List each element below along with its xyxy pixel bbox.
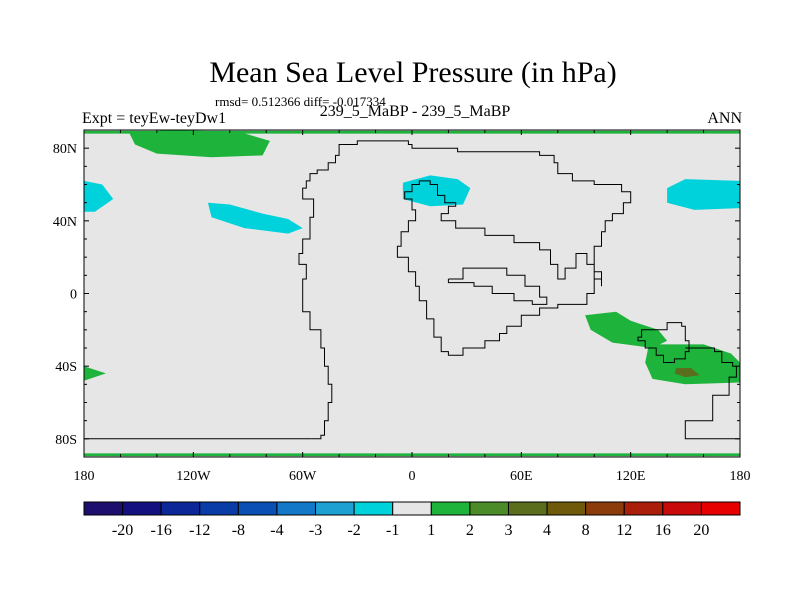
experiment-label: Expt = teyEw-teyDw1 <box>82 110 227 127</box>
colorbar-swatch <box>585 501 625 516</box>
stats-label: rmsd= 0.512366 diff= -0.017334 <box>215 94 386 109</box>
x-tick-label: 120E <box>616 469 646 484</box>
colorbar-label: -8 <box>232 522 245 539</box>
y-axis: 80N 40N 0 40S 80S <box>53 142 740 448</box>
colorbar-swatch <box>469 501 509 516</box>
colorbar-label: 2 <box>466 522 474 539</box>
region-northpacific-negative-west <box>84 180 114 212</box>
colorbar-swatch <box>430 501 471 516</box>
colorbar-label: 20 <box>693 522 709 539</box>
region-northpacific-negative-east <box>667 179 740 210</box>
colorbar-label: 12 <box>616 522 632 539</box>
colorbar-label: -4 <box>270 522 283 539</box>
coastlines <box>84 140 740 440</box>
region-southernocean-positive <box>645 344 740 385</box>
region-southernocean-core <box>674 368 700 378</box>
colorbar-swatch <box>700 501 741 516</box>
colorbar-swatch <box>507 501 548 516</box>
colorbar-label: -1 <box>386 522 399 539</box>
colorbar: -20 -16 -12 -8 -4 -3 -2 -1 1 2 3 4 8 12 16 20 <box>83 501 741 539</box>
x-tick-label: 120W <box>176 469 211 484</box>
coastline-3 <box>684 347 740 440</box>
y-tick-label: 40N <box>53 215 77 230</box>
colorbar-label: -16 <box>151 522 172 539</box>
colorbar-swatch <box>546 501 587 516</box>
x-tick-label: 0 <box>409 469 416 484</box>
y-tick-label: 40S <box>55 360 77 375</box>
colorbar-swatch <box>392 501 432 516</box>
colorbar-label: -3 <box>309 522 322 539</box>
colorbar-swatch <box>122 501 162 516</box>
colorbar-swatch <box>237 501 278 516</box>
field-regions <box>84 130 740 457</box>
x-axis: 180 120W 60W 0 60E 120E 180 <box>74 130 751 484</box>
coastline-1 <box>298 140 632 440</box>
colorbar-label: 4 <box>543 522 551 539</box>
colorbar-swatch <box>83 501 124 516</box>
colorbar-label: -2 <box>347 522 360 539</box>
colorbar-swatch <box>199 501 239 516</box>
y-tick-label: 0 <box>70 288 77 303</box>
colorbar-label: 16 <box>655 522 671 539</box>
colorbar-swatch <box>353 501 394 516</box>
colorbar-swatch <box>623 501 664 516</box>
coastline-4 <box>447 267 548 305</box>
coastline-2 <box>637 322 690 363</box>
x-tick-label: 180 <box>74 469 95 484</box>
colorbar-label: 3 <box>504 522 512 539</box>
colorbar-swatch <box>315 501 355 516</box>
colorbar-label: -12 <box>189 522 210 539</box>
colorbar-label: 1 <box>427 522 435 539</box>
colorbar-swatch <box>276 501 317 516</box>
x-tick-label: 60E <box>510 469 533 484</box>
colorbar-label: -20 <box>112 522 133 539</box>
region-southatlantic-positive <box>84 366 106 381</box>
region-arctic-positive <box>129 130 270 158</box>
colorbar-swatch <box>160 501 201 516</box>
case-label: 239_5_MaBP - 239_5_MaBP <box>319 103 511 120</box>
region-southindian-positive <box>585 311 668 348</box>
colorbar-swatch <box>662 501 702 516</box>
region-northatlantic-negative <box>207 202 303 234</box>
x-tick-label: 60W <box>289 469 317 484</box>
season-label: ANN <box>707 110 742 127</box>
x-tick-label: 180 <box>730 469 751 484</box>
y-tick-label: 80N <box>53 142 77 157</box>
map-background <box>84 130 740 457</box>
y-tick-label: 80S <box>55 433 77 448</box>
colorbar-label: 8 <box>582 522 590 539</box>
chart-title: Mean Sea Level Pressure (in hPa) <box>209 56 617 89</box>
